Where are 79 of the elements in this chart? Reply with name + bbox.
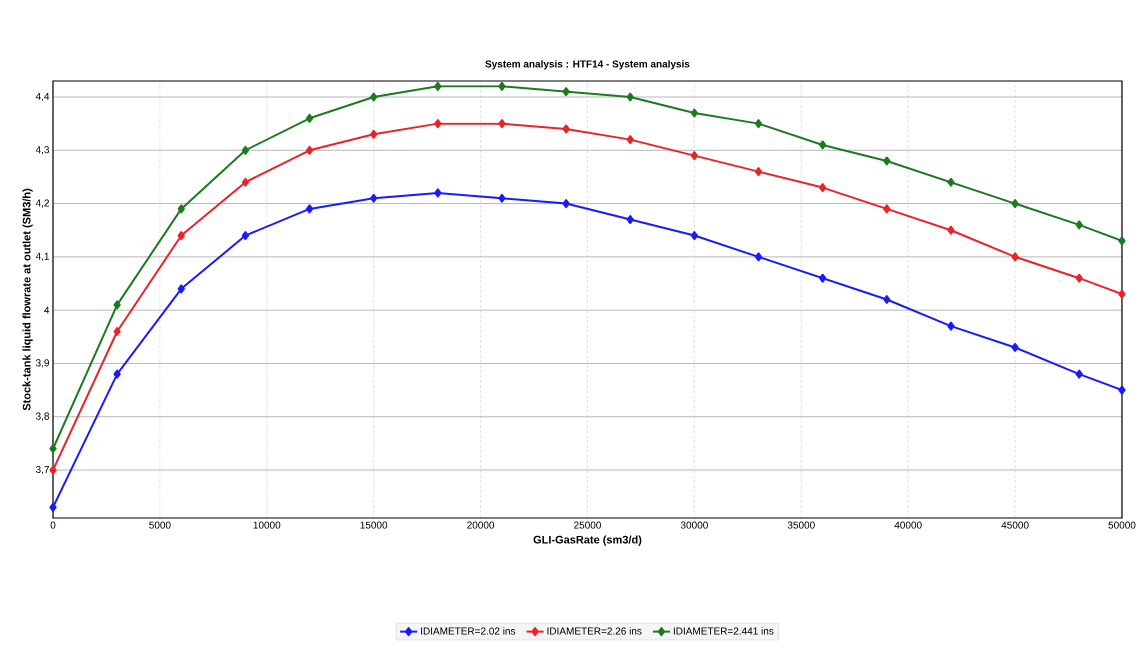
x-tick-label: 50000 [1108, 521, 1136, 529]
x-tick-label: 15000 [360, 521, 388, 529]
y-tick-label: 4 [44, 306, 50, 314]
point [305, 204, 314, 214]
point [1075, 220, 1083, 230]
point [562, 124, 570, 134]
y-tick-label: 4,1 [35, 252, 49, 261]
point [947, 225, 955, 235]
point [305, 113, 314, 123]
point [177, 231, 185, 241]
x-tick-label: 25000 [574, 521, 601, 529]
point [113, 300, 121, 310]
point [1118, 289, 1126, 299]
y-tick-label: 3,9 [35, 359, 50, 368]
y-tick-label: 4,2 [35, 199, 49, 208]
point [1075, 369, 1083, 379]
point [1118, 236, 1126, 246]
x-tick-label: 30000 [680, 521, 708, 529]
point [1118, 385, 1126, 395]
x-tick-label: 45000 [1001, 521, 1029, 529]
point [434, 119, 442, 129]
point [241, 177, 250, 187]
y-tick-label: 4,3 [35, 146, 50, 155]
y-tick-label: 4,4 [35, 92, 50, 102]
point [562, 199, 570, 209]
x-tick-label: 35000 [787, 521, 815, 529]
point [947, 321, 955, 331]
point [498, 81, 506, 91]
point [883, 204, 891, 214]
point [754, 252, 763, 262]
point [819, 140, 827, 150]
point [177, 284, 185, 294]
legend-label: IDIAMETER=2.26 ins [547, 627, 642, 635]
point [690, 108, 699, 118]
legend-label: IDIAMETER=2.441 ins [673, 627, 774, 635]
point [49, 444, 57, 454]
point [305, 145, 314, 155]
x-tick-label: 40000 [894, 521, 922, 529]
point [947, 177, 955, 187]
point [626, 135, 634, 145]
y-tick-label: 3,8 [35, 412, 50, 421]
point [1011, 252, 1019, 262]
point [113, 326, 121, 336]
x-tick-label: 20000 [467, 521, 495, 529]
legend-label: IDIAMETER=2.02 ins [421, 627, 516, 635]
point [690, 151, 699, 161]
point [434, 81, 442, 91]
point [49, 502, 57, 512]
point [498, 119, 506, 129]
point [370, 193, 378, 203]
point [177, 204, 185, 214]
point [241, 231, 250, 241]
point [754, 119, 763, 129]
point [1011, 199, 1019, 209]
y-axis-title: Stock-tank liquid flowrate at outlet (SM3/h) [22, 188, 33, 411]
point [626, 92, 634, 102]
point [1011, 342, 1019, 352]
x-tick-label: 10000 [253, 521, 281, 529]
point [883, 156, 891, 166]
point [370, 129, 378, 139]
y-tick-label: 3,7 [35, 465, 49, 475]
point [690, 231, 699, 241]
point [562, 87, 570, 97]
x-tick-label: 5000 [149, 521, 171, 529]
chart-title: System analysis : HTF14 - System analysis [485, 60, 690, 70]
point [754, 167, 763, 177]
point [241, 145, 250, 155]
point [49, 465, 57, 475]
x-tick-label: 0 [50, 521, 56, 529]
x-axis-title: GLI-GasRate (sm3/d) [533, 535, 642, 546]
point [498, 193, 506, 203]
point [370, 92, 378, 102]
point [883, 295, 891, 304]
point [626, 215, 634, 225]
point [819, 273, 827, 283]
point [1075, 273, 1083, 283]
point [434, 188, 442, 198]
point [113, 369, 121, 379]
point [819, 183, 827, 193]
